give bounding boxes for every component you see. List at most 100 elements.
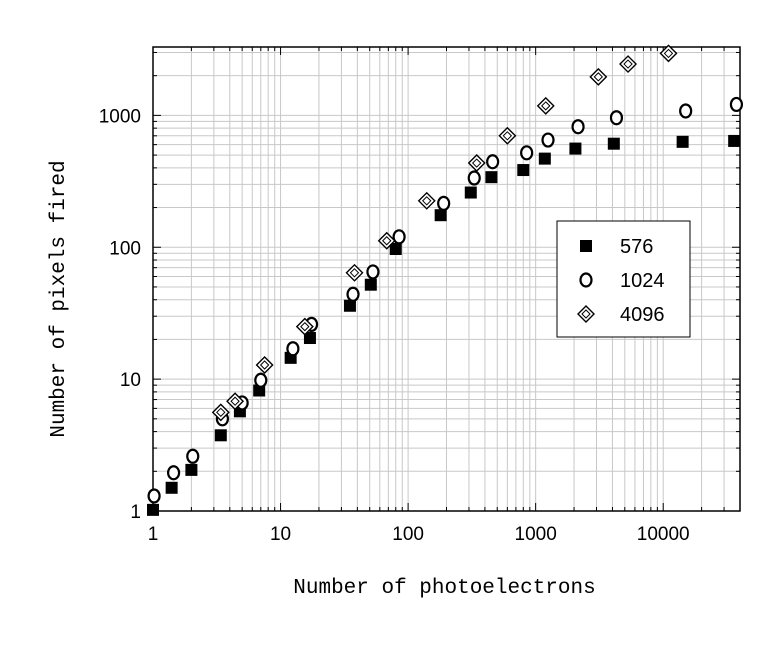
diamond-outer [619,55,638,74]
point-4096 [536,96,555,115]
x-tick-label: 100 [392,524,424,545]
diamond-inner [593,72,604,82]
legend-marker-4096 [577,305,595,323]
diamond-outer [577,305,595,323]
point-576 [434,209,447,222]
point-1024 [541,132,555,148]
point-4096 [295,317,314,336]
legend-label-1024: 1024 [620,270,665,292]
x-tick-label: 1 [148,524,159,545]
point-576 [253,384,266,397]
legend-label-4096: 4096 [620,304,665,326]
diamond-outer [377,231,396,250]
point-1024 [392,229,406,245]
point-1024 [147,488,161,504]
diamond-outer [589,67,608,86]
point-576 [214,429,227,442]
point-576 [728,134,741,147]
point-4096 [417,191,436,210]
diamond-inner [623,59,633,69]
point-1024 [520,145,534,161]
diamond-outer [345,263,364,282]
x-axis-title: Number of photoelectrons [293,577,595,600]
diamond-inner [663,48,674,59]
point-576 [517,164,530,177]
point-1024 [679,103,693,119]
point-4096 [619,55,638,74]
point-576 [165,481,178,494]
diamond-inner [502,131,513,141]
axis-ticks [152,47,741,512]
point-576 [464,186,477,199]
series-4096 [211,44,678,422]
diamond-inner [581,309,591,319]
diamond-outer [536,96,555,115]
diamond-outer [211,403,230,422]
point-1024 [609,110,624,126]
diamond-inner [382,236,392,246]
diamond-outer [659,44,678,63]
x-tick-label: 10 [270,524,291,545]
point-576 [147,503,159,516]
diamond-inner [300,321,310,332]
point-576 [607,137,620,150]
diamond-outer [295,317,314,336]
point-1024 [286,341,300,357]
point-4096 [498,126,517,145]
point-576 [389,242,402,255]
legend-label-576: 576 [620,236,653,258]
y-tick-label: 10 [120,370,141,391]
diamond-inner [349,268,360,278]
point-576 [303,332,316,345]
diamond-outer [255,355,274,374]
x-tick-label: 10000 [637,524,690,545]
y-tick-labels: 1 10 100 1000 [99,106,141,523]
point-1024 [166,465,181,481]
point-4096 [345,263,364,282]
legend-box [556,220,691,338]
diamond-inner [471,158,482,168]
diamond-outer [467,154,486,173]
point-4096 [377,231,396,250]
point-4096 [467,154,486,173]
y-tick-label: 1 [130,502,141,523]
point-576 [569,142,582,155]
point-576 [485,171,498,184]
diamond-inner [230,396,240,406]
point-4096 [226,392,245,411]
point-576 [364,278,377,291]
point-576 [676,135,689,148]
legend-marker-1024 [579,272,593,288]
legend-marker-576 [580,240,592,252]
diamond-outer [226,392,245,411]
y-tick-label: 100 [109,238,141,259]
point-4096 [589,67,608,86]
legend: 576 1024 4096 [556,220,691,338]
diamond-outer [417,191,436,210]
point-1024 [186,448,200,464]
grid-lines [152,47,741,512]
diamond-inner [422,196,432,206]
point-1024 [366,264,380,280]
point-576 [538,152,551,165]
diamond-inner [216,407,226,418]
point-576 [343,299,356,312]
point-4096 [255,355,274,374]
y-tick-label: 1000 [99,106,141,127]
series-576 [147,134,741,516]
x-tick-label: 1000 [515,524,557,545]
point-4096 [659,44,678,63]
diamond-outer [498,126,517,145]
point-576 [185,463,198,476]
point-1024 [486,154,500,170]
diamond-inner [541,101,551,111]
point-1024 [254,372,268,388]
point-1024 [729,96,744,113]
point-1024 [571,119,585,135]
y-axis-title: Number of pixels fired [48,160,71,437]
diamond-inner [259,360,270,370]
point-1024 [437,195,451,212]
data-points [147,44,744,516]
point-1024 [467,170,481,186]
